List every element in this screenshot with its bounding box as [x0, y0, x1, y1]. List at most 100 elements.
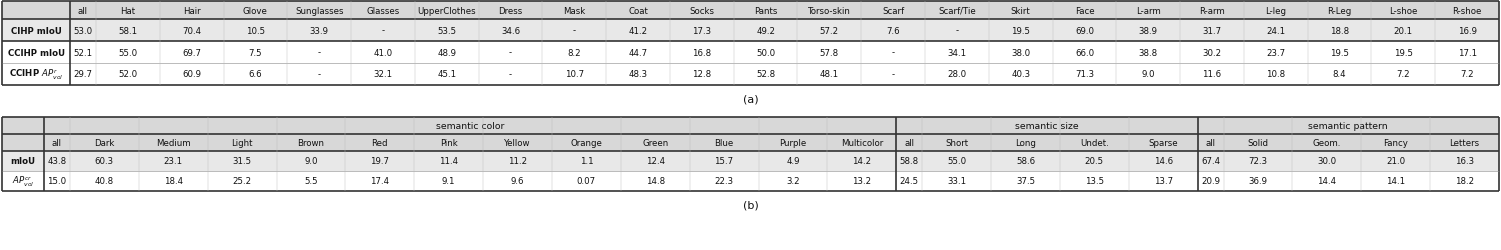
Text: 34.6: 34.6: [501, 26, 519, 35]
Text: 18.2: 18.2: [1454, 177, 1474, 186]
Text: Letters: Letters: [1450, 138, 1480, 147]
Text: $AP^{cr}_{vol}$: $AP^{cr}_{vol}$: [12, 174, 35, 188]
Text: 4.9: 4.9: [787, 157, 800, 166]
Text: Skirt: Skirt: [1010, 6, 1031, 16]
Text: all: all: [53, 138, 62, 147]
Bar: [2, 118, 44, 134]
Text: -: -: [955, 26, 959, 35]
Text: 11.4: 11.4: [440, 157, 458, 166]
Text: 38.8: 38.8: [1139, 48, 1157, 57]
Text: CCIHP $AP^{r}_{vol}$: CCIHP $AP^{r}_{vol}$: [9, 68, 63, 82]
Bar: [44, 118, 896, 134]
Text: Green: Green: [642, 138, 668, 147]
Text: all: all: [1205, 138, 1216, 147]
Text: 30.2: 30.2: [1202, 48, 1222, 57]
Text: Glasses: Glasses: [366, 6, 399, 16]
Text: Multicolor: Multicolor: [841, 138, 883, 147]
Text: (b): (b): [743, 200, 758, 210]
Text: 8.2: 8.2: [567, 48, 581, 57]
Text: 7.6: 7.6: [887, 26, 901, 35]
Text: 10.8: 10.8: [1267, 70, 1285, 79]
Text: 69.7: 69.7: [182, 48, 201, 57]
Bar: [2, 42, 71, 64]
Text: Light: Light: [231, 138, 252, 147]
Bar: [896, 118, 1198, 134]
Text: 24.5: 24.5: [899, 177, 919, 186]
Text: 41.2: 41.2: [629, 26, 647, 35]
Text: R-Leg: R-Leg: [1327, 6, 1352, 16]
Text: 3.2: 3.2: [787, 177, 800, 186]
Text: 34.1: 34.1: [947, 48, 967, 57]
Text: 17.3: 17.3: [692, 26, 711, 35]
Text: 7.2: 7.2: [1396, 70, 1409, 79]
Text: 23.1: 23.1: [164, 157, 183, 166]
Text: 15.0: 15.0: [48, 177, 66, 186]
Text: 52.0: 52.0: [119, 70, 138, 79]
Text: 13.5: 13.5: [1085, 177, 1103, 186]
Text: Scarf/Tie: Scarf/Tie: [938, 6, 976, 16]
Text: 66.0: 66.0: [1075, 48, 1094, 57]
Text: 13.7: 13.7: [1154, 177, 1172, 186]
Bar: [2, 20, 1499, 42]
Text: 13.2: 13.2: [853, 177, 872, 186]
Text: 55.0: 55.0: [119, 48, 138, 57]
Text: Undet.: Undet.: [1079, 138, 1109, 147]
Text: 19.5: 19.5: [1394, 48, 1412, 57]
Text: 7.2: 7.2: [1460, 70, 1474, 79]
Text: 29.7: 29.7: [74, 70, 93, 79]
Text: 30.0: 30.0: [1318, 157, 1336, 166]
Text: -: -: [509, 48, 512, 57]
Text: 49.2: 49.2: [757, 26, 775, 35]
Text: 33.9: 33.9: [309, 26, 329, 35]
Text: mIoU: mIoU: [11, 157, 36, 166]
Text: Brown: Brown: [297, 138, 324, 147]
Bar: [2, 152, 1499, 171]
Text: Long: Long: [1015, 138, 1036, 147]
Text: L-leg: L-leg: [1265, 6, 1286, 16]
Text: 53.5: 53.5: [437, 26, 456, 35]
Text: 16.8: 16.8: [692, 48, 711, 57]
Text: 8.4: 8.4: [1333, 70, 1346, 79]
Text: 40.3: 40.3: [1012, 70, 1030, 79]
Text: 15.7: 15.7: [714, 157, 734, 166]
Text: 9.0: 9.0: [305, 157, 318, 166]
Text: 21.0: 21.0: [1385, 157, 1405, 166]
Text: 16.9: 16.9: [1457, 26, 1477, 35]
Text: 10.5: 10.5: [246, 26, 266, 35]
Text: Glove: Glove: [243, 6, 267, 16]
Text: 24.1: 24.1: [1267, 26, 1285, 35]
Text: 22.3: 22.3: [714, 177, 734, 186]
Text: 60.9: 60.9: [182, 70, 201, 79]
Text: 19.5: 19.5: [1330, 48, 1349, 57]
Text: 32.1: 32.1: [374, 70, 393, 79]
Text: 48.9: 48.9: [437, 48, 456, 57]
Text: 17.1: 17.1: [1457, 48, 1477, 57]
Text: semantic color: semantic color: [435, 122, 504, 130]
Text: 57.2: 57.2: [820, 26, 839, 35]
Text: 20.1: 20.1: [1394, 26, 1412, 35]
Text: 18.8: 18.8: [1330, 26, 1349, 35]
Text: 36.9: 36.9: [1249, 177, 1267, 186]
Text: 31.7: 31.7: [1202, 26, 1222, 35]
Text: Solid: Solid: [1247, 138, 1268, 147]
Bar: [2, 42, 1499, 64]
Text: CCIHP mIoU: CCIHP mIoU: [8, 48, 65, 57]
Text: 5.5: 5.5: [305, 177, 318, 186]
Text: 9.6: 9.6: [510, 177, 524, 186]
Text: 33.1: 33.1: [947, 177, 967, 186]
Text: -: -: [892, 48, 895, 57]
Text: 55.0: 55.0: [947, 157, 967, 166]
Text: 53.0: 53.0: [74, 26, 93, 35]
Text: 20.9: 20.9: [1201, 177, 1220, 186]
Text: 72.3: 72.3: [1249, 157, 1267, 166]
Text: Hair: Hair: [183, 6, 201, 16]
Text: L-shoe: L-shoe: [1388, 6, 1417, 16]
Text: 57.8: 57.8: [820, 48, 839, 57]
Text: Purple: Purple: [779, 138, 806, 147]
Text: 50.0: 50.0: [757, 48, 775, 57]
Text: Geom.: Geom.: [1313, 138, 1340, 147]
Text: Mask: Mask: [563, 6, 585, 16]
Text: 45.1: 45.1: [437, 70, 456, 79]
Text: R-arm: R-arm: [1199, 6, 1225, 16]
Text: -: -: [892, 70, 895, 79]
